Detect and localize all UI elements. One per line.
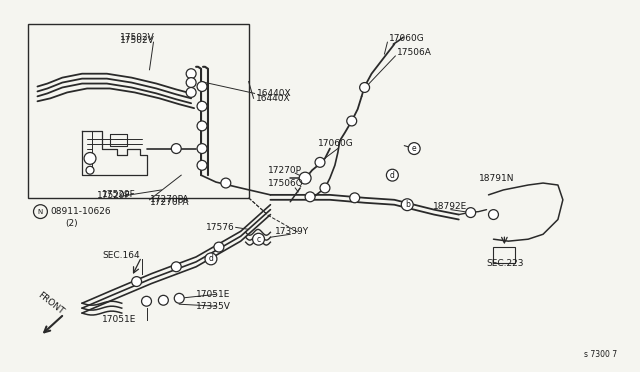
Circle shape — [84, 153, 96, 164]
Text: N: N — [38, 209, 43, 215]
Circle shape — [197, 81, 207, 92]
Circle shape — [197, 144, 207, 154]
Bar — [28, 25, 248, 198]
Circle shape — [349, 193, 360, 203]
Circle shape — [86, 166, 94, 174]
Circle shape — [197, 121, 207, 131]
Circle shape — [159, 295, 168, 305]
Circle shape — [360, 83, 369, 92]
Text: 18791N: 18791N — [479, 174, 514, 183]
Text: 17576: 17576 — [206, 223, 235, 232]
Circle shape — [197, 160, 207, 170]
Text: 17506Q: 17506Q — [268, 179, 304, 187]
Circle shape — [320, 183, 330, 193]
Text: (2): (2) — [65, 219, 78, 228]
Text: b: b — [404, 200, 410, 209]
Text: 17051E: 17051E — [102, 315, 136, 324]
Circle shape — [141, 296, 152, 306]
Text: 17051E: 17051E — [196, 290, 230, 299]
Bar — [493, 247, 515, 263]
Circle shape — [221, 178, 231, 188]
Text: 17270PA: 17270PA — [150, 195, 189, 204]
Circle shape — [186, 69, 196, 78]
Circle shape — [174, 294, 184, 303]
Text: SEC.223: SEC.223 — [486, 259, 524, 268]
Circle shape — [408, 142, 420, 154]
Circle shape — [401, 199, 413, 211]
Circle shape — [132, 277, 141, 286]
Text: 17270P: 17270P — [268, 166, 303, 175]
Text: SEC.164: SEC.164 — [102, 251, 140, 260]
Circle shape — [186, 78, 196, 87]
Text: 17335V: 17335V — [196, 302, 231, 311]
Text: 17502V: 17502V — [120, 36, 154, 45]
Text: e: e — [412, 144, 417, 153]
Text: 17529F: 17529F — [102, 190, 136, 199]
Text: 17060G: 17060G — [318, 139, 354, 148]
Circle shape — [315, 157, 325, 167]
Circle shape — [205, 253, 217, 265]
Circle shape — [172, 262, 181, 272]
Text: c: c — [257, 235, 260, 244]
Text: s 7300 7: s 7300 7 — [584, 350, 618, 359]
Text: 17529F: 17529F — [97, 191, 131, 201]
Circle shape — [299, 172, 311, 184]
Text: 08911-10626: 08911-10626 — [51, 207, 111, 216]
Circle shape — [347, 116, 356, 126]
Text: 17506A: 17506A — [397, 48, 432, 57]
Circle shape — [466, 208, 476, 218]
Circle shape — [305, 192, 315, 202]
Text: 17060G: 17060G — [389, 34, 425, 43]
Text: 17502V: 17502V — [120, 33, 154, 42]
Circle shape — [488, 210, 499, 219]
Circle shape — [186, 87, 196, 97]
Circle shape — [214, 242, 224, 252]
Circle shape — [387, 169, 398, 181]
Text: d: d — [209, 254, 213, 263]
Text: 17270PA: 17270PA — [150, 198, 189, 207]
Text: 17339Y: 17339Y — [275, 227, 310, 236]
Circle shape — [253, 233, 264, 245]
Text: 16440X: 16440X — [255, 94, 290, 103]
Text: 18792E: 18792E — [433, 202, 467, 211]
Text: d: d — [390, 171, 395, 180]
Circle shape — [197, 101, 207, 111]
Text: FRONT: FRONT — [36, 290, 65, 316]
Circle shape — [172, 144, 181, 154]
Text: 16440X: 16440X — [257, 89, 291, 98]
